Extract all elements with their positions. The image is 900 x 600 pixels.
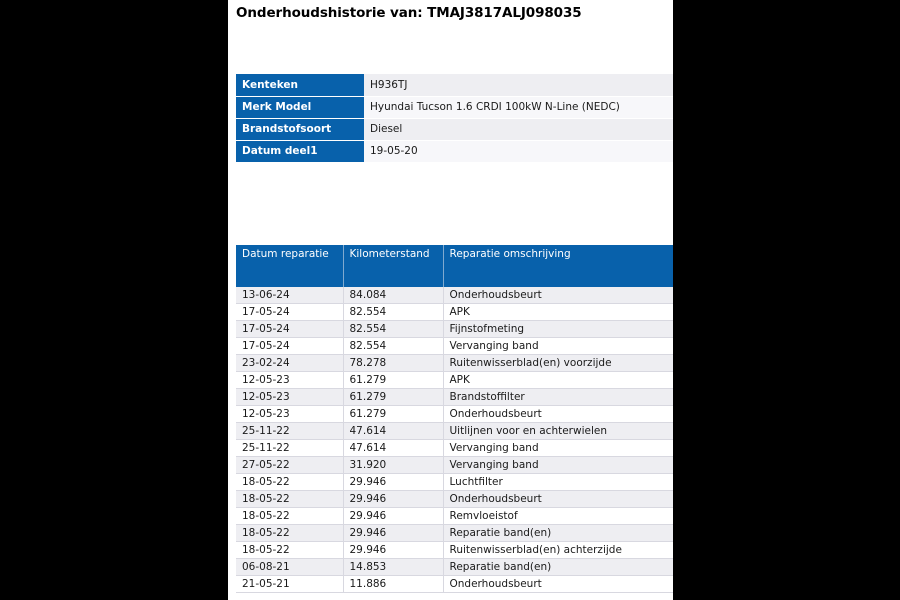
repair-date-cell: 13-06-24	[236, 287, 344, 304]
repair-mileage-cell: 82.554	[343, 337, 444, 355]
table-row: 17-05-24 82.554 Fijnstofmeting	[236, 320, 673, 338]
repair-mileage-cell: 82.554	[343, 320, 444, 338]
repair-date-cell: 27-05-22	[236, 456, 344, 474]
repair-mileage-cell: 78.278	[343, 354, 444, 372]
table-row: 17-05-24 82.554 Vervanging band	[236, 337, 673, 355]
repair-description-cell: Uitlijnen voor en achterwielen	[443, 422, 673, 440]
table-row: 12-05-23 61.279 APK	[236, 371, 673, 389]
repair-mileage-cell: 82.554	[343, 303, 444, 321]
repair-description-cell: APK	[443, 303, 673, 321]
table-row: Merk Model Hyundai Tucson 1.6 CRDI 100kW…	[236, 96, 673, 119]
repair-date-cell: 25-11-22	[236, 439, 344, 457]
table-row: 27-05-22 31.920 Vervanging band	[236, 456, 673, 474]
table-row: Brandstofsoort Diesel	[236, 118, 673, 141]
repair-description-cell: Reparatie band(en)	[443, 524, 673, 542]
repair-mileage-cell: 29.946	[343, 490, 444, 508]
repair-date-cell: 23-02-24	[236, 354, 344, 372]
repair-date-cell: 17-05-24	[236, 320, 344, 338]
table-row: Kenteken H936TJ	[236, 74, 673, 97]
table-row: 18-05-22 29.946 Remvloeistof	[236, 507, 673, 525]
table-row: 18-05-22 29.946 Ruitenwisserblad(en) achte…	[236, 541, 673, 559]
repair-mileage-cell: 61.279	[343, 371, 444, 389]
table-row: Datum deel1 19-05-20	[236, 140, 673, 163]
column-header-mileage: Kilometerstand	[343, 245, 444, 287]
repair-date-cell: 18-05-22	[236, 524, 344, 542]
repair-mileage-cell: 11.886	[343, 575, 444, 593]
repair-description-cell: Ruitenwisserblad(en) voorzijde	[443, 354, 673, 372]
repair-mileage-cell: 29.946	[343, 507, 444, 525]
repair-description-cell: Reparatie band(en)	[443, 558, 673, 576]
table-row: 23-02-24 78.278 Ruitenwisserblad(en) voorz…	[236, 354, 673, 372]
vehicle-info-label: Brandstofsoort	[236, 118, 364, 141]
repair-date-cell: 06-08-21	[236, 558, 344, 576]
repair-description-cell: Onderhoudsbeurt	[443, 490, 673, 508]
repair-description-cell: Ruitenwisserblad(en) achterzijde	[443, 541, 673, 559]
vehicle-info-value: 19-05-20	[364, 140, 673, 163]
repair-mileage-cell: 31.920	[343, 456, 444, 474]
page-title: Onderhoudshistorie van: TMAJ3817ALJ09803…	[236, 5, 582, 21]
repair-mileage-cell: 29.946	[343, 524, 444, 542]
table-row: 25-11-22 47.614 Vervanging band	[236, 439, 673, 457]
table-row: 21-05-21 11.886 Onderhoudsbeurt	[236, 575, 673, 593]
repair-description-cell: APK	[443, 371, 673, 389]
repair-date-cell: 18-05-22	[236, 473, 344, 491]
table-row: 18-05-22 29.946 Luchtfilter	[236, 473, 673, 491]
column-header-date: Datum reparatie	[236, 245, 344, 287]
repair-mileage-cell: 61.279	[343, 405, 444, 423]
column-header-description: Reparatie omschrijving	[443, 245, 673, 287]
repair-history-body: 13-06-24 84.084 Onderhoudsbeurt 17-05-24 82.…	[236, 287, 673, 593]
table-row: 06-08-21 14.853 Reparatie band(en)	[236, 558, 673, 576]
repair-description-cell: Fijnstofmeting	[443, 320, 673, 338]
repair-description-cell: Onderhoudsbeurt	[443, 575, 673, 593]
table-header-row: Datum reparatie Kilometerstand Reparatie…	[236, 245, 673, 287]
repair-date-cell: 18-05-22	[236, 490, 344, 508]
table-row: 25-11-22 47.614 Uitlijnen voor en achterwi…	[236, 422, 673, 440]
vehicle-info-label: Kenteken	[236, 74, 364, 97]
repair-mileage-cell: 47.614	[343, 422, 444, 440]
repair-history-header: Datum reparatie Kilometerstand Reparatie…	[236, 245, 673, 287]
table-row: 13-06-24 84.084 Onderhoudsbeurt	[236, 287, 673, 304]
repair-mileage-cell: 29.946	[343, 473, 444, 491]
repair-date-cell: 12-05-23	[236, 405, 344, 423]
table-row: 18-05-22 29.946 Onderhoudsbeurt	[236, 490, 673, 508]
table-row: 17-05-24 82.554 APK	[236, 303, 673, 321]
table-row: 12-05-23 61.279 Brandstoffilter	[236, 388, 673, 406]
table-row: 12-05-23 61.279 Onderhoudsbeurt	[236, 405, 673, 423]
repair-date-cell: 12-05-23	[236, 388, 344, 406]
repair-description-cell: Onderhoudsbeurt	[443, 405, 673, 423]
repair-description-cell: Vervanging band	[443, 456, 673, 474]
repair-mileage-cell: 61.279	[343, 388, 444, 406]
vehicle-info-label: Merk Model	[236, 96, 364, 119]
repair-date-cell: 18-05-22	[236, 541, 344, 559]
repair-description-cell: Vervanging band	[443, 439, 673, 457]
vehicle-info-value: Hyundai Tucson 1.6 CRDI 100kW N-Line (NE…	[364, 96, 673, 119]
repair-description-cell: Onderhoudsbeurt	[443, 287, 673, 304]
document-page: Onderhoudshistorie van: TMAJ3817ALJ09803…	[228, 0, 673, 600]
repair-description-cell: Brandstoffilter	[443, 388, 673, 406]
repair-date-cell: 21-05-21	[236, 575, 344, 593]
repair-mileage-cell: 14.853	[343, 558, 444, 576]
vehicle-info-value: Diesel	[364, 118, 673, 141]
vehicle-info-table: Kenteken H936TJ Merk Model Hyundai Tucso…	[236, 74, 673, 163]
repair-mileage-cell: 84.084	[343, 287, 444, 304]
vehicle-info-value: H936TJ	[364, 74, 673, 97]
repair-mileage-cell: 47.614	[343, 439, 444, 457]
table-row: 18-05-22 29.946 Reparatie band(en)	[236, 524, 673, 542]
repair-description-cell: Luchtfilter	[443, 473, 673, 491]
repair-date-cell: 17-05-24	[236, 337, 344, 355]
vehicle-info-label: Datum deel1	[236, 140, 364, 163]
repair-history-table: Datum reparatie Kilometerstand Reparatie…	[236, 245, 673, 593]
repair-date-cell: 18-05-22	[236, 507, 344, 525]
repair-description-cell: Remvloeistof	[443, 507, 673, 525]
repair-description-cell: Vervanging band	[443, 337, 673, 355]
vehicle-info-body: Kenteken H936TJ Merk Model Hyundai Tucso…	[236, 74, 673, 163]
repair-date-cell: 12-05-23	[236, 371, 344, 389]
repair-date-cell: 25-11-22	[236, 422, 344, 440]
repair-date-cell: 17-05-24	[236, 303, 344, 321]
repair-mileage-cell: 29.946	[343, 541, 444, 559]
